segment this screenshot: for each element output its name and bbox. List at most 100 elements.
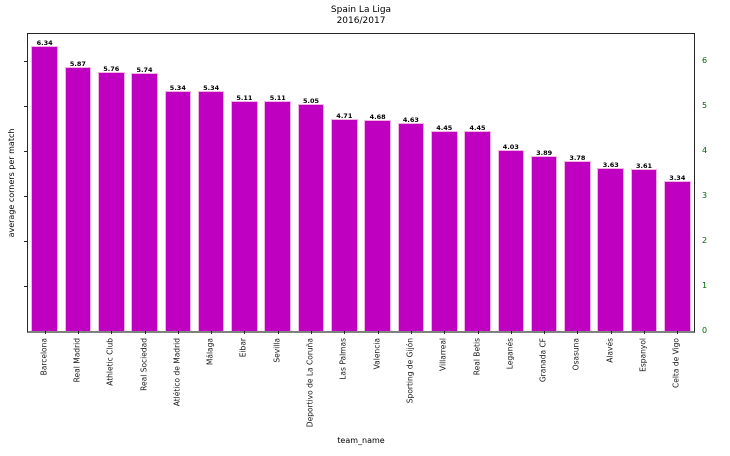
bar-11: 4.63 <box>397 116 425 331</box>
x-tick <box>144 331 146 334</box>
team-label-1: Real Madrid <box>72 338 82 383</box>
bar-15: 3.89 <box>530 149 558 331</box>
x-tick <box>177 331 179 334</box>
x-tick <box>77 331 79 334</box>
bar-4: 5.34 <box>164 84 192 331</box>
y-tick-label-right-1: 1 <box>702 281 708 290</box>
bar-2: 5.76 <box>97 65 125 331</box>
x-tick <box>544 331 546 334</box>
bar-value-label: 3.61 <box>636 161 653 170</box>
team-label-5: Málaga <box>205 338 215 366</box>
bar-9: 4.71 <box>331 112 358 331</box>
bar-value-label: 3.78 <box>569 153 586 162</box>
bar-value-label: 5.05 <box>303 96 320 105</box>
team-label-6: Eibar <box>238 338 248 358</box>
y-tick-label-right-5: 5 <box>702 101 708 110</box>
team-label-16: Osasuna <box>571 338 581 371</box>
x-tick <box>111 331 113 334</box>
bar-value-label: 6.34 <box>36 38 53 47</box>
bar-value-label: 3.63 <box>602 160 619 169</box>
team-label-15: Granada CF <box>538 338 548 383</box>
x-tick <box>344 331 346 334</box>
bar-value-label: 4.68 <box>369 113 386 122</box>
bar-value-label: 3.89 <box>536 148 553 157</box>
y-tick-left <box>24 61 28 62</box>
bar-18: 3.61 <box>630 162 658 331</box>
y-tick-left <box>24 241 28 242</box>
plot-area: 6.34 5.87 5.76 5.74 5.34 5.34 5.11 5.11 5.05 4.71… <box>24 33 707 335</box>
bar-value-label: 4.71 <box>336 112 353 121</box>
y-tick-label-right-3: 3 <box>702 191 708 200</box>
bar-value-label: 5.11 <box>236 94 253 103</box>
bar-7: 5.11 <box>264 94 292 331</box>
bar-value-label: 3.34 <box>669 173 686 182</box>
x-tick <box>577 331 579 334</box>
bar-0: 6.34 <box>31 39 58 331</box>
x-tick <box>644 331 646 334</box>
bar-value-label: 4.63 <box>402 115 419 124</box>
x-tick <box>410 331 412 334</box>
x-axis-tick-labels: Barcelona Real Madrid Athletic Club Real So… <box>27 338 695 438</box>
bar-value-label: 5.34 <box>203 83 220 92</box>
bar-value-label: 4.03 <box>502 142 519 151</box>
x-tick <box>44 331 46 334</box>
bar-8: 5.05 <box>297 97 325 331</box>
bar-value-label: 4.45 <box>469 123 486 132</box>
chart-title-line2: 2016/2017 <box>336 16 386 27</box>
x-tick <box>610 331 612 334</box>
team-label-18: Espanyol <box>638 338 648 372</box>
bar-14: 4.03 <box>497 143 525 331</box>
bar-12: 4.45 <box>430 124 458 331</box>
y-tick-left <box>24 196 28 197</box>
y-axis-label: average corners per match <box>7 128 16 238</box>
y-tick-left <box>24 151 28 152</box>
x-tick <box>211 331 213 334</box>
team-label-8: Deportivo de La Coruña <box>305 338 315 428</box>
x-tick <box>444 331 446 334</box>
bar-value-label: 5.76 <box>103 64 120 73</box>
bar-17: 3.63 <box>597 161 625 331</box>
x-tick <box>244 331 246 334</box>
y-tick-label-right-6: 6 <box>702 56 708 65</box>
y-tick-left <box>24 106 28 107</box>
bar-3: 5.74 <box>131 66 158 331</box>
bar-6: 5.11 <box>231 94 258 331</box>
bar-19: 3.34 <box>664 174 691 331</box>
y-tick-label-right-4: 4 <box>702 146 708 155</box>
team-label-7: Sevilla <box>272 338 282 363</box>
bar-5: 5.34 <box>197 84 225 331</box>
x-tick <box>277 331 279 334</box>
bar-value-label: 4.45 <box>436 123 453 132</box>
y-tick-label-right-0: 0 <box>702 326 708 335</box>
team-label-17: Alavés <box>605 338 615 363</box>
bar-13: 4.45 <box>464 124 491 331</box>
bar-16: 3.78 <box>564 154 591 331</box>
x-tick <box>477 331 479 334</box>
y-tick-left <box>24 286 28 287</box>
team-label-3: Real Sociedad <box>139 338 149 391</box>
x-tick <box>510 331 512 334</box>
x-tick <box>677 331 679 334</box>
team-label-13: Real Betis <box>472 338 482 376</box>
team-label-10: Valencia <box>372 338 382 370</box>
team-label-12: Villarreal <box>438 338 448 371</box>
x-axis-label: team_name <box>337 436 385 445</box>
team-label-4: Atlético de Madrid <box>172 338 182 407</box>
team-label-9: Las Palmas <box>338 338 348 380</box>
bar-1: 5.87 <box>64 60 92 331</box>
x-tick <box>377 331 379 334</box>
team-label-14: Leganés <box>505 338 515 370</box>
chart-title-line1: Spain La Liga <box>330 5 392 15</box>
bar-10: 4.68 <box>364 113 391 331</box>
bar-value-label: 5.34 <box>169 83 186 92</box>
x-tick <box>311 331 313 334</box>
chart-title: Spain La Liga 2016/2017 <box>27 5 695 28</box>
y-tick-label-right-2: 2 <box>702 236 708 245</box>
bar-value-label: 5.11 <box>269 94 286 103</box>
team-label-2: Athletic Club <box>105 338 115 386</box>
bar-value-label: 5.74 <box>136 65 153 74</box>
team-label-19: Celta de Vigo <box>671 338 681 389</box>
team-label-0: Barcelona <box>39 338 49 376</box>
team-label-11: Sporting de Gijón <box>405 338 415 404</box>
